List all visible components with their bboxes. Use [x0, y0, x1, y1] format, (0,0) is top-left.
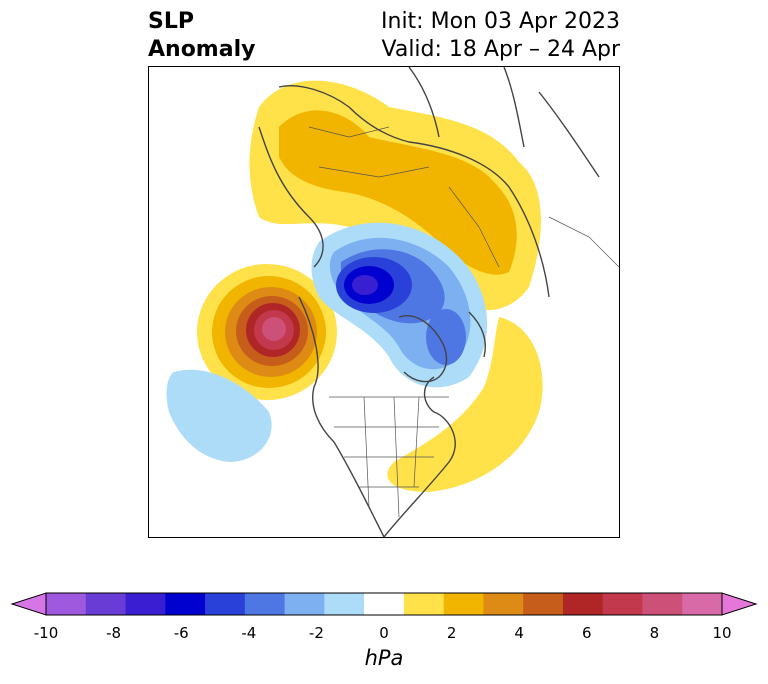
colorbar-tick-label: 8 [649, 624, 660, 642]
title-line-1: SLP [148, 9, 194, 34]
colorbar-tick-label: 6 [582, 624, 592, 642]
colorbar-tick-label: 4 [514, 624, 524, 642]
colorbar-swatch [284, 593, 325, 615]
colorbar-swatch [602, 593, 643, 615]
colorbar-unit: hPa [364, 646, 404, 670]
colorbar-swatch [85, 593, 127, 615]
high-anomaly-core [262, 317, 286, 341]
colorbar-swatch [483, 593, 524, 615]
political-borders [308, 126, 619, 518]
positive-anomaly-atlantic [387, 317, 543, 492]
title-line-2: Anomaly [148, 37, 256, 62]
anomaly-map [148, 66, 620, 538]
low-anomaly-secondary [426, 309, 466, 365]
colorbar: -10 -8 -6 -4 -2 0 2 4 6 8 10 hPa [0, 588, 768, 684]
colorbar-swatch [165, 593, 206, 615]
colorbar-tick-label: -4 [241, 624, 257, 642]
colorbar-swatches [10, 592, 758, 616]
colorbar-tick-label: -10 [33, 624, 59, 642]
colorbar-swatch [324, 593, 365, 615]
coastlines [258, 67, 600, 537]
chart-title: SLP Anomaly [148, 8, 255, 64]
low-anomaly-pacific [166, 369, 272, 462]
colorbar-tick-label: -8 [106, 624, 122, 642]
colorbar-swatch [403, 593, 445, 615]
colorbar-swatch [443, 593, 484, 615]
valid-dates: Init: Mon 03 Apr 2023 Valid: 18 Apr – 24… [381, 8, 620, 64]
init-date: Init: Mon 03 Apr 2023 [381, 9, 620, 34]
colorbar-swatch [125, 593, 166, 615]
colorbar-swatch [244, 593, 286, 615]
colorbar-swatch [205, 593, 246, 615]
colorbar-swatch [523, 593, 564, 615]
colorbar-swatch [562, 593, 604, 615]
colorbar-tick-label: -2 [308, 624, 324, 642]
colorbar-swatch [642, 593, 683, 615]
colorbar-tick-label: 0 [379, 624, 389, 642]
low-anomaly-core [352, 275, 378, 295]
colorbar-swatch [682, 593, 723, 615]
colorbar-tick-label: -6 [173, 624, 189, 642]
colorbar-swatch [364, 593, 405, 615]
positive-anomaly-core [279, 110, 517, 275]
colorbar-outline [45, 592, 723, 616]
colorbar-tick-label: 10 [712, 624, 732, 642]
colorbar-tick-label: 2 [446, 624, 457, 642]
valid-range: Valid: 18 Apr – 24 Apr [381, 37, 621, 62]
colorbar-swatch [46, 593, 87, 615]
colorbar-extend-min [10, 592, 47, 616]
colorbar-extend-max [721, 592, 758, 616]
